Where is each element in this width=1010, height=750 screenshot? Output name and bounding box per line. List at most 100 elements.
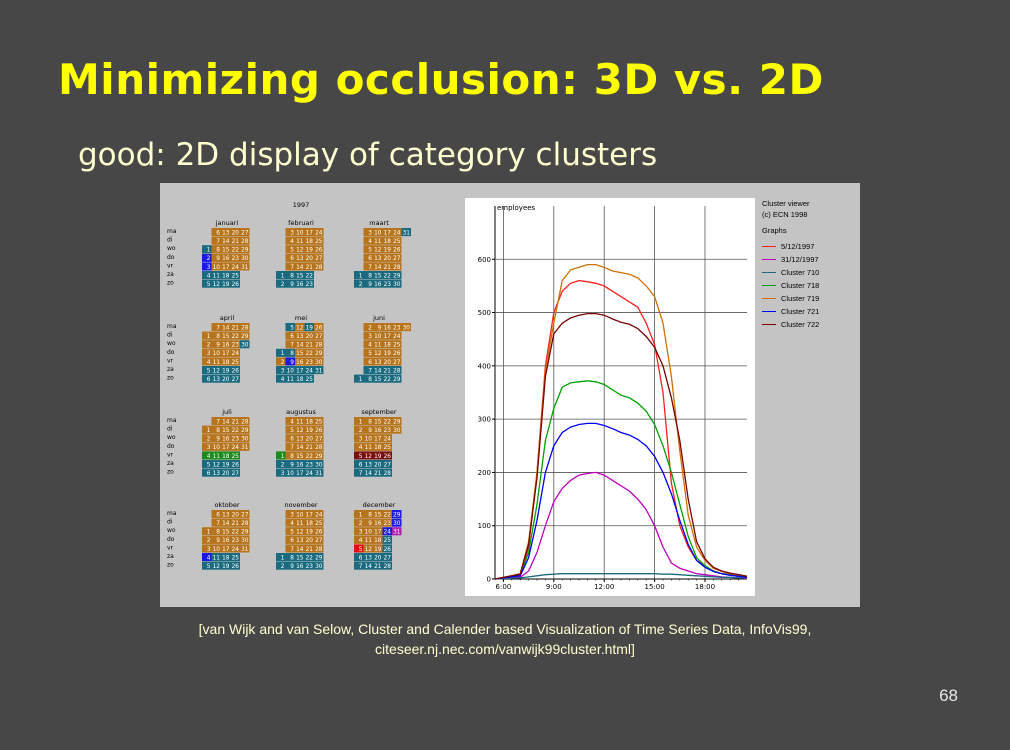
- calendar-day-number: 25: [315, 521, 323, 527]
- calendar-day-cell: [304, 279, 314, 288]
- calendar-day-cell: [240, 262, 250, 271]
- calendar-day-cell: [392, 228, 402, 237]
- calendar-day-cell: [276, 271, 286, 280]
- calendar-day-cell: [295, 518, 305, 527]
- legend-label: 5/12/1997: [781, 242, 815, 251]
- calendar-day-cell: [382, 468, 392, 477]
- calendar-day-cell: [304, 527, 314, 536]
- calendar-day-cell: [285, 366, 295, 375]
- calendar-day-number: 14: [296, 265, 304, 271]
- legend-heading: Graphs: [762, 226, 787, 235]
- calendar-day-number: 27: [232, 377, 240, 383]
- calendar-day-cell: [295, 245, 305, 254]
- calendar-day-cell: [202, 374, 212, 383]
- calendar-day-number: 23: [306, 360, 314, 366]
- month-name-oktober: oktober: [214, 501, 239, 509]
- calendar-day-number: 10: [374, 334, 382, 340]
- y-tick-label: 200: [478, 469, 491, 477]
- calendar-day-number: 28: [241, 239, 249, 245]
- calendar-day-number: 3: [290, 230, 294, 236]
- calendar-day-cell: [314, 236, 324, 245]
- calendar-day-cell: [373, 236, 383, 245]
- calendar-day-cell: [363, 271, 373, 280]
- calendar-day-cell: [221, 468, 231, 477]
- calendar-day-cell: [221, 510, 231, 519]
- calendar-day-cell: [211, 510, 221, 519]
- calendar-day-cell: [382, 417, 392, 426]
- calendar-day-number: 12: [213, 282, 221, 288]
- calendar-day-cell: [314, 228, 324, 237]
- calendar-day-cell: [314, 245, 324, 254]
- calendar-day-cell: [382, 236, 392, 245]
- legend-swatch: [762, 310, 776, 313]
- calendar-day-number: 9: [216, 256, 220, 262]
- calendar-day-number: 29: [393, 419, 401, 425]
- calendar-day-number: 19: [384, 351, 392, 357]
- calendar-day-cell: [382, 374, 392, 383]
- calendar-day-number: 31: [241, 445, 249, 451]
- calendar-day-number: 13: [213, 471, 221, 477]
- page-number: 68: [939, 686, 958, 705]
- calendar-day-number: 17: [384, 230, 392, 236]
- calendar-day-number: 26: [315, 530, 323, 536]
- calendar-day-cell: [221, 442, 231, 451]
- calendar-day-cell: [304, 340, 314, 349]
- calendar-day-cell: [285, 527, 295, 536]
- calendar-day-number: 21: [374, 564, 382, 570]
- calendar-day-number: 2: [207, 437, 211, 443]
- calendar-day-number: 8: [290, 555, 294, 561]
- calendar-day-cell: [304, 236, 314, 245]
- calendar-day-cell: [363, 451, 373, 460]
- calendar-day-number: 29: [393, 273, 401, 279]
- y-tick-label: 600: [478, 256, 491, 264]
- calendar-day-cell: [382, 253, 392, 262]
- calendar-day-cell: [295, 510, 305, 519]
- calendar-day-cell: [373, 460, 383, 469]
- calendar-day-number: 5: [207, 282, 211, 288]
- calendar-day-cell: [363, 535, 373, 544]
- calendar-day-cell: [230, 434, 240, 443]
- calendar-day-cell: [221, 434, 231, 443]
- calendar-day-cell: [285, 340, 295, 349]
- calendar-day-number: 13: [296, 437, 304, 443]
- calendar-day-number: 16: [222, 437, 230, 443]
- calendar-day-number: 28: [315, 547, 323, 553]
- calendar-day-cell: [240, 442, 250, 451]
- calendar-day-cell: [211, 357, 221, 366]
- calendar-day-number: 20: [306, 334, 314, 340]
- calendar-day-cell: [230, 279, 240, 288]
- calendar-day-number: 29: [315, 351, 323, 357]
- calendar-day-number: 31: [241, 265, 249, 271]
- calendar-day-number: 18: [296, 377, 304, 383]
- calendar-day-number: 20: [232, 512, 240, 518]
- calendar-day-number: 10: [213, 445, 221, 451]
- calendar-day-number: 15: [296, 351, 304, 357]
- x-tick-label: 12:00: [594, 583, 614, 591]
- calendar-day-number: 2: [281, 282, 285, 288]
- calendar-day-cell: [354, 374, 364, 383]
- calendar-day-cell: [211, 468, 221, 477]
- calendar-day-cell: [392, 348, 402, 357]
- calendar-day-cell: [382, 561, 392, 570]
- calendar-day-cell: [211, 271, 221, 280]
- calendar-day-number: 4: [368, 343, 372, 349]
- calendar-day-number: 1: [359, 512, 363, 518]
- calendar-day-cell: [285, 468, 295, 477]
- calendar-day-number: 19: [306, 530, 314, 536]
- calendar-day-number: 1: [359, 273, 363, 279]
- calendar-day-number: 20: [222, 471, 230, 477]
- calendar-day-cell: [240, 323, 250, 332]
- month-name-juni: juni: [372, 314, 385, 322]
- calendar-day-cell: [382, 535, 392, 544]
- calendar-day-cell: [230, 451, 240, 460]
- calendar-day-number: 19: [222, 564, 230, 570]
- calendar-day-number: 15: [222, 248, 230, 254]
- calendar-day-cell: [304, 228, 314, 237]
- calendar-day-number: 5: [290, 428, 294, 434]
- calendar-day-cell: [354, 544, 364, 553]
- calendar-day-cell: [221, 425, 231, 434]
- calendar-day-cell: [211, 442, 221, 451]
- calendar-day-number: 12: [296, 530, 304, 536]
- calendar-day-cell: [373, 510, 383, 519]
- calendar-day-number: 21: [232, 239, 240, 245]
